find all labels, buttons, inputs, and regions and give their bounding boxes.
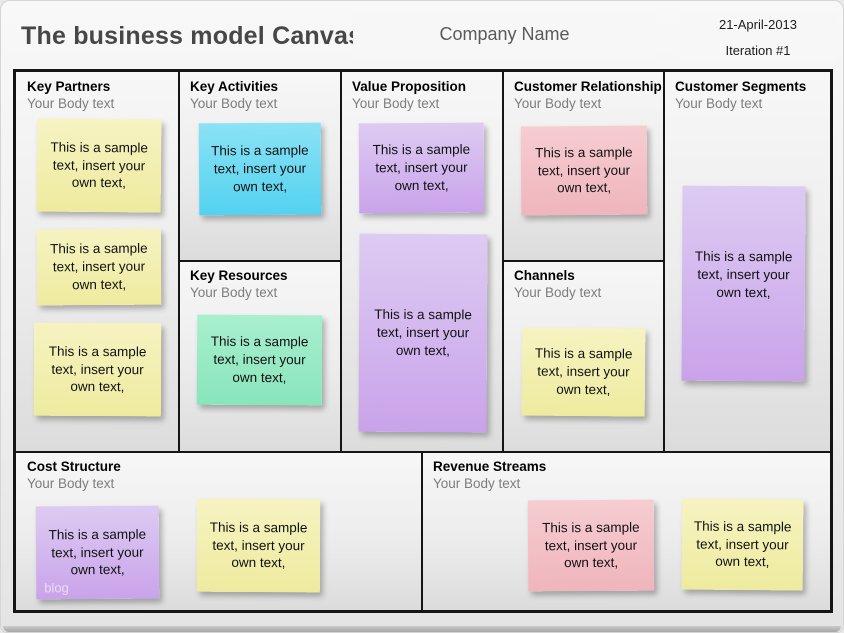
section-subtitle: Your Body text xyxy=(514,284,602,300)
section-key-partners: Key Partners Your Body text This is a sa… xyxy=(16,72,179,452)
grid-divider xyxy=(16,451,830,453)
grid-divider xyxy=(502,260,665,262)
company-name-field[interactable]: Company Name xyxy=(353,10,656,59)
section-cost-structure: Cost Structure Your Body text This is a … xyxy=(16,452,422,610)
section-channels: Channels Your Body text This is a sample… xyxy=(503,261,664,452)
note-text: This is a sample text, insert your own t… xyxy=(211,142,309,195)
grid-divider xyxy=(663,72,665,452)
slide-bottom-edge xyxy=(3,626,841,632)
section-subtitle: Your Body text xyxy=(190,95,278,111)
section-title: Customer Relationship xyxy=(514,79,662,94)
sticky-note[interactable]: This is a sample text, insert your own t… xyxy=(36,118,162,213)
note-text: This is a sample text, insert your own t… xyxy=(48,526,147,578)
section-title: Key Resources xyxy=(190,268,288,283)
sticky-note[interactable]: This is a sample text, insert your own t… xyxy=(681,185,806,382)
section-subtitle: Your Body text xyxy=(27,95,115,111)
sticky-note[interactable]: This is a sample text, insert your own t… xyxy=(358,122,485,214)
section-title: Value Proposition xyxy=(352,79,467,94)
note-text: This is a sample text, insert your own t… xyxy=(542,519,640,571)
grid-divider xyxy=(502,72,504,452)
note-text: This is a sample text, insert your own t… xyxy=(209,519,308,571)
section-subtitle: Your Body text xyxy=(27,475,115,491)
sticky-note[interactable]: This is a sample text, insert your own t… xyxy=(358,233,488,433)
note-text: This is a sample text, insert your own t… xyxy=(48,343,147,395)
sticky-note[interactable]: This is a sample text, insert your own t… xyxy=(35,505,160,600)
section-subtitle: Your Body text xyxy=(514,95,602,111)
section-customer-relationship: Customer Relationship Your Body text Thi… xyxy=(503,72,664,261)
sticky-note[interactable]: This is a sample text, insert your own t… xyxy=(33,322,162,417)
sticky-note[interactable]: This is a sample text, insert your own t… xyxy=(196,498,321,593)
sticky-note[interactable]: This is a sample text, insert your own t… xyxy=(527,499,655,592)
sticky-note[interactable]: This is a sample text, insert your own t… xyxy=(198,122,322,216)
grid-divider xyxy=(178,72,180,452)
note-text: This is a sample text, insert your own t… xyxy=(374,307,472,359)
sticky-note[interactable]: This is a sample text, insert your own t… xyxy=(36,228,162,306)
section-revenue-streams: Revenue Streams Your Body text This is a… xyxy=(422,452,830,610)
section-title: Customer Segments xyxy=(675,79,807,94)
grid-divider xyxy=(178,260,342,262)
section-key-resources: Key Resources Your Body text This is a s… xyxy=(179,261,341,452)
note-text: This is a sample text, insert your own t… xyxy=(694,248,793,300)
section-key-activities: Key Activities Your Body text This is a … xyxy=(179,72,341,261)
section-title: Key Partners xyxy=(27,79,111,94)
section-title: Revenue Streams xyxy=(433,459,547,474)
note-text: This is a sample text, insert your own t… xyxy=(693,518,792,570)
section-value-proposition: Value Proposition Your Body text This is… xyxy=(341,72,503,452)
note-text: This is a sample text, insert your own t… xyxy=(210,334,309,386)
sticky-note[interactable]: This is a sample text, insert your own t… xyxy=(521,327,646,417)
sticky-note[interactable]: This is a sample text, insert your own t… xyxy=(681,498,804,591)
section-title: Cost Structure xyxy=(27,459,121,474)
page-title: The business model Canvas xyxy=(21,22,363,50)
note-text: This is a sample text, insert your own t… xyxy=(372,142,471,194)
sticky-note[interactable]: This is a sample text, insert your own t… xyxy=(196,314,323,406)
iteration-field[interactable]: Iteration #1 xyxy=(679,39,837,61)
grid-divider xyxy=(340,72,342,452)
note-text: This is a sample text, insert your own t… xyxy=(50,240,148,293)
grid-divider xyxy=(421,452,423,610)
section-subtitle: Your Body text xyxy=(352,95,440,111)
sticky-note[interactable]: This is a sample text, insert your own t… xyxy=(520,125,648,216)
section-subtitle: Your Body text xyxy=(433,475,521,491)
section-title: Key Activities xyxy=(190,79,279,94)
section-title: Channels xyxy=(514,268,575,283)
section-subtitle: Your Body text xyxy=(190,284,278,300)
note-text: This is a sample text, insert your own t… xyxy=(534,345,633,398)
section-subtitle: Your Body text xyxy=(675,95,763,111)
note-text: This is a sample text, insert your own t… xyxy=(50,139,148,191)
business-model-canvas-grid: Key Partners Your Body text This is a sa… xyxy=(13,69,833,613)
note-text: This is a sample text, insert your own t… xyxy=(535,144,633,196)
date-field[interactable]: 21-April-2013 xyxy=(679,13,837,35)
section-customer-segments: Customer Segments Your Body text This is… xyxy=(664,72,830,452)
blog-watermark: blog xyxy=(44,580,69,596)
